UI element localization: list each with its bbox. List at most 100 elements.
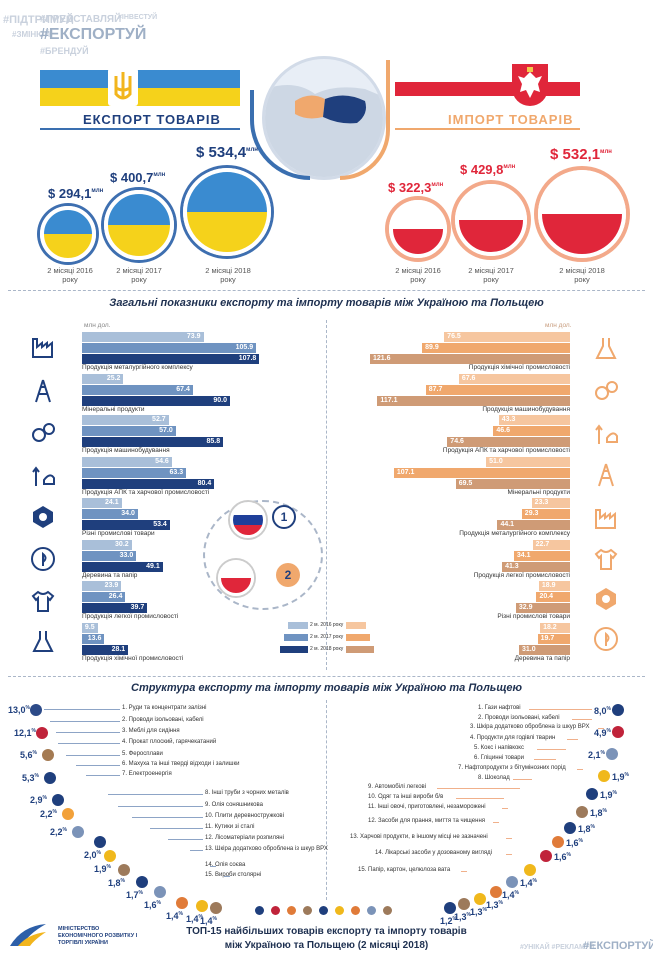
import-item-percent: 4,9%: [594, 728, 611, 738]
export-item-percent: 12,1%: [14, 728, 36, 738]
export-period-2018: 2 місяці 2018 року: [205, 266, 251, 284]
import-item-percent: 8,0%: [594, 706, 611, 716]
export-item-percent: 2,9%: [30, 795, 47, 805]
import-connector-line: [502, 808, 509, 809]
import-bar: 87.7: [425, 384, 570, 395]
export-bar: 13.6: [82, 633, 105, 644]
factory-icon: [30, 333, 56, 359]
import-item-label: 4. Продукти для годівлі тварин: [470, 735, 556, 741]
import-item-label: 15. Папір, картон, целюлоза вата: [358, 867, 451, 873]
import-item-dot: [552, 836, 564, 848]
footer-category-icon: [271, 906, 280, 915]
import-bar: 22.7: [532, 539, 570, 550]
import-category-label: Продукція хімічної промисловості: [468, 364, 570, 371]
export-item-label: 12. Лісоматеріали розпиляні: [205, 835, 284, 841]
import-connector-line: [513, 779, 532, 780]
export-circle-2018: [183, 168, 271, 256]
export-item-dot: [104, 850, 116, 862]
export-bar: 105.9: [82, 343, 257, 353]
leaf-icon-import: [593, 626, 619, 652]
legend-label-2018: 2 м. 2018 року: [310, 646, 344, 652]
export-connector-line: [132, 817, 203, 818]
ukraine-flag-banner: [40, 70, 240, 106]
import-item-label: 1. Гази нафтові: [478, 705, 521, 711]
export-item-dot: [62, 808, 74, 820]
import-item-label: 12. Засоби для прання, миття та чищення: [368, 818, 486, 824]
import-period-2016: 2 місяці 2016 року: [395, 266, 441, 284]
export-connector-line: [58, 743, 120, 744]
legend-2018-orange: [346, 646, 374, 653]
import-item-percent: 1,4%: [502, 890, 519, 900]
export-item-label: 4. Прокат плоский, гарячекатаний: [122, 739, 217, 745]
gear-chain-icon: [30, 420, 56, 446]
section3-title: Структура експорту та імпорту товарів мі…: [131, 682, 522, 694]
export-bar: 33.0: [82, 550, 137, 561]
import-item-dot: [490, 886, 502, 898]
import-connector-line: [461, 871, 468, 872]
import-item-dot: [612, 726, 624, 738]
import-bar: 34.1: [513, 550, 570, 561]
footer-hashtag: #ЕКСПОРТУЙ: [583, 940, 653, 952]
oil-rig-icon-import: [593, 462, 619, 488]
agro-icon: [30, 462, 56, 488]
import-circle-2016: [389, 200, 447, 258]
import-amount-2018: $ 532,1млн: [550, 146, 612, 163]
export-amount-2017: $ 400,7млн: [110, 170, 166, 185]
import-item-percent: 1,3%: [454, 912, 471, 922]
import-item-dot: [598, 770, 610, 782]
export-bar: 49.1: [82, 561, 163, 572]
leaf-icon: [30, 546, 56, 572]
footer-category-icon: [351, 906, 360, 915]
section2-title: Загальні показники експорту та імпорту т…: [109, 297, 544, 309]
export-item-label: 7. Електроенергія: [122, 771, 172, 777]
footer-title-2: між Україною та Польщею (2 місяці 2018): [224, 940, 429, 951]
import-item-dot: [606, 748, 618, 760]
footer-category-icon: [287, 906, 296, 915]
import-bar: 29.3: [521, 509, 570, 519]
import-connector-line: [506, 854, 513, 855]
nut-icon-import: [593, 586, 619, 612]
import-connector-line: [492, 822, 499, 823]
import-item-dot: [458, 898, 470, 910]
export-bar: 85.8: [82, 437, 224, 447]
section-divider-1: [8, 290, 645, 291]
import-category-label: Продукція металургійного комплексу: [459, 530, 570, 537]
import-connector-line: [455, 798, 504, 799]
footer-category-icon: [303, 906, 312, 915]
legend-label-2016: 2 м. 2016 року: [310, 622, 344, 628]
flask-icon-import: [593, 335, 619, 361]
export-item-label: 15. Вироби столярні: [205, 872, 262, 878]
import-category-label: Деревина та папір: [514, 654, 570, 662]
export-item-label: 8. Інші труби з чорних металів: [205, 790, 289, 796]
tag-pidtrymui: #ПІДТРИМУЙ: [3, 14, 74, 26]
export-bar: 23.9: [82, 581, 122, 591]
import-bar: 43.3: [498, 415, 570, 425]
export-connector-line: [108, 794, 203, 795]
export-title: ЕКСПОРТ ТОВАРІВ: [83, 112, 221, 127]
trade-arc-right: [340, 60, 390, 180]
import-connector-line: [576, 769, 583, 770]
export-item-dot: [36, 727, 48, 739]
poland-flag-banner: [395, 82, 580, 96]
export-item-label: 2. Проводи ізольовані, кабелі: [122, 717, 204, 723]
tag-predstavliai: #ПРЕДСТАВЛЯЙ: [40, 14, 122, 25]
export-bar: 90.0: [82, 395, 231, 406]
import-item-dot: [444, 902, 456, 914]
import-circle-2017: [455, 184, 527, 256]
export-bar: 80.4: [82, 478, 215, 489]
import-item-percent: 1,9%: [612, 772, 629, 782]
legend-2017-blue: [284, 634, 308, 641]
import-item-label: 2. Проводи ізольовані, кабелі: [478, 715, 560, 721]
tshirt-icon-import: [593, 546, 619, 572]
export-item-dot: [52, 794, 64, 806]
export-item-dot: [30, 704, 42, 716]
import-item-percent: 1,3%: [486, 900, 503, 910]
import-item-dot: [612, 704, 624, 716]
footer-hashtag-small: #УНІКАЙ #РЕКЛАМУЙ: [520, 944, 595, 951]
export-bar: 34.0: [82, 509, 138, 519]
legend-2017-orange: [346, 634, 370, 641]
import-bar: 69.5: [455, 478, 570, 489]
import-item-percent: 2,1%: [588, 750, 605, 760]
export-bar: 52.7: [82, 415, 169, 425]
import-item-label: 10. Одяг та інші вироби б/в: [368, 794, 444, 800]
